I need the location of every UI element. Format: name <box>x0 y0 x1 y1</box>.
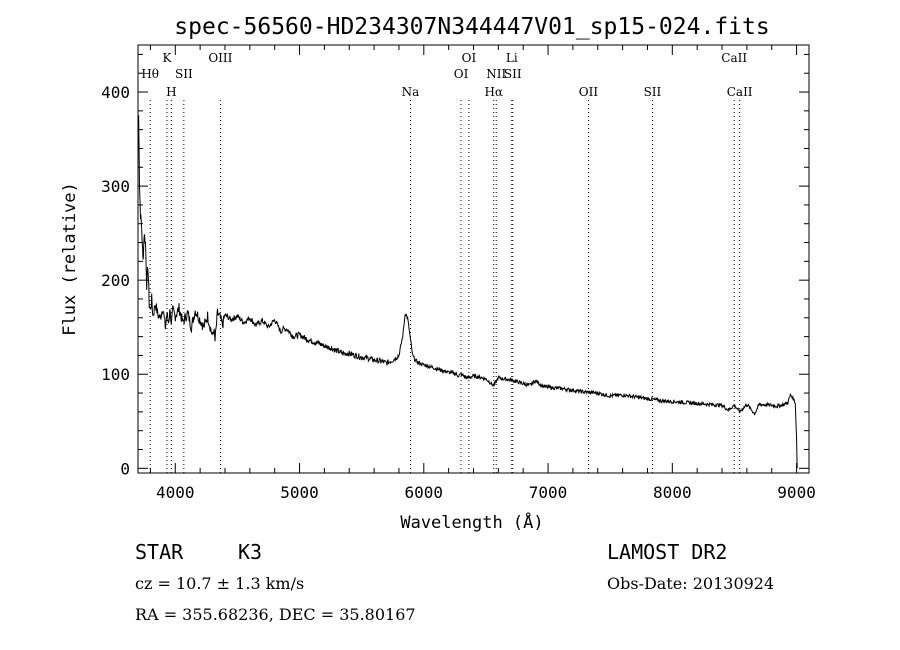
x-tick-label: 4000 <box>156 483 195 502</box>
redshift-readout: cz = 10.7 ± 1.3 km/s <box>135 574 304 593</box>
y-tick-label: 400 <box>101 83 130 102</box>
spectrum-line <box>137 115 798 469</box>
x-tick-label: 7000 <box>529 483 568 502</box>
spectral-line-label: Li <box>506 51 518 65</box>
chart-title: spec-56560-HD234307N344447V01_sp15-024.f… <box>174 14 769 40</box>
x-tick-label: 9000 <box>777 483 816 502</box>
object-class: STAR <box>135 540 184 564</box>
x-tick-label: 8000 <box>653 483 692 502</box>
x-axis: 4000 5000 6000 7000 8000 9000 <box>149 45 816 502</box>
coordinates: RA = 355.68236, DEC = 35.80167 <box>135 605 416 624</box>
spectral-line-label: OIII <box>208 51 232 65</box>
spectral-line-label: SII <box>644 85 662 99</box>
spectral-line-label: K <box>162 51 172 65</box>
spectral-line-label: SII <box>504 67 522 81</box>
y-tick-label: 100 <box>101 365 130 384</box>
spectral-line-label: H <box>166 85 176 99</box>
spectral-line-label: OI <box>454 67 469 81</box>
spectral-line-label: SII <box>175 67 193 81</box>
spectral-line-label: Na <box>402 85 420 99</box>
plot-frame <box>137 44 810 474</box>
y-tick-label: 300 <box>101 177 130 196</box>
y-tick-label: 0 <box>120 459 130 478</box>
y-tick-label: 200 <box>101 271 130 290</box>
x-tick-label: 6000 <box>405 483 444 502</box>
spectral-line-label: CaII <box>721 51 747 65</box>
x-tick-label: 5000 <box>280 483 319 502</box>
survey-name: LAMOST DR2 <box>607 540 727 564</box>
spectral-line-markers <box>149 100 741 473</box>
y-axis: 0 100 200 300 400 <box>101 53 809 478</box>
object-subclass: K3 <box>238 540 262 564</box>
spectrum-series <box>137 115 798 469</box>
spectral-line-label: Hθ <box>141 67 159 81</box>
spectral-line-label: NII <box>486 67 506 81</box>
obs-date: Obs-Date: 20130924 <box>607 574 774 593</box>
spectral-line-label: Hα <box>484 85 503 99</box>
y-axis-label: Flux (relative) <box>60 182 80 336</box>
spectral-line-label: OII <box>579 85 599 99</box>
x-axis-label: Wavelength (Å) <box>400 511 543 533</box>
spectral-line-label: CaII <box>727 85 753 99</box>
spectral-line-label: OI <box>462 51 477 65</box>
